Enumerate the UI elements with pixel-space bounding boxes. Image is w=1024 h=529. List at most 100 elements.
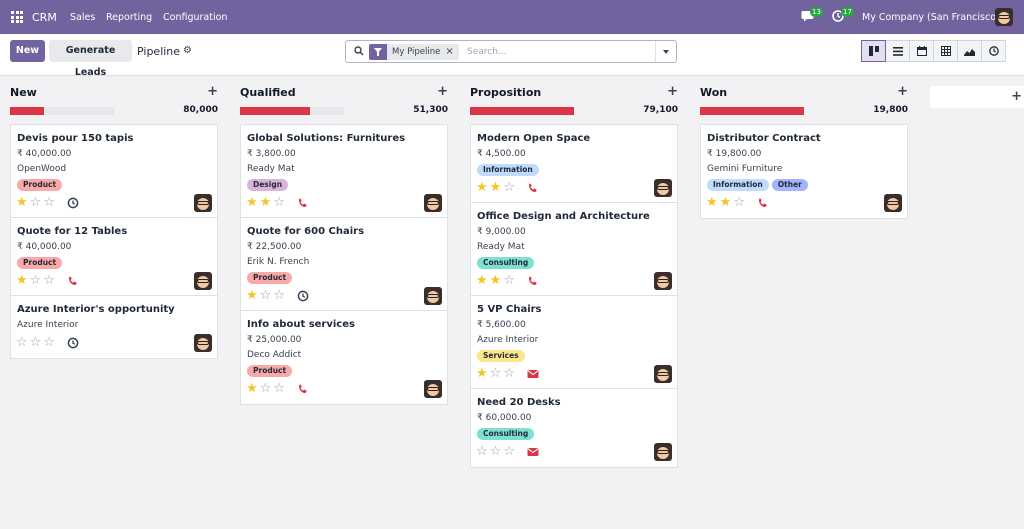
- activity-button[interactable]: [527, 182, 539, 194]
- opportunity-card[interactable]: Distributor Contract ₹ 19,800.00 Gemini Fu…: [701, 125, 907, 218]
- salesperson-avatar[interactable]: [424, 287, 442, 305]
- star-icon[interactable]: ★: [16, 195, 28, 210]
- new-button[interactable]: New: [10, 40, 45, 62]
- quick-create-icon[interactable]: +: [667, 84, 678, 99]
- star-icon[interactable]: ☆: [503, 273, 515, 288]
- opportunity-card[interactable]: Office Design and Architecture ₹ 9,000.00…: [471, 203, 677, 296]
- salesperson-avatar[interactable]: [884, 194, 902, 212]
- opportunity-card[interactable]: Need 20 Desks ₹ 60,000.00 Consulting ☆ ☆ ☆: [471, 389, 677, 467]
- company-switcher[interactable]: My Company (San Francisco): [862, 12, 1000, 23]
- column-progressbar[interactable]: [10, 107, 114, 115]
- opportunity-card[interactable]: Quote for 12 Tables ₹ 40,000.00 Product ★ ☆ ☆: [11, 218, 217, 296]
- menu-configuration[interactable]: Configuration: [163, 12, 228, 23]
- star-icon[interactable]: ★: [489, 180, 502, 195]
- calendar-view-button[interactable]: [909, 40, 934, 62]
- remove-facet-icon[interactable]: ×: [445, 46, 454, 57]
- star-icon[interactable]: ☆: [16, 335, 28, 350]
- opportunity-card[interactable]: 5 VP Chairs ₹ 5,600.00 Azure Interior Servi…: [471, 296, 677, 389]
- star-icon[interactable]: ☆: [503, 444, 515, 459]
- activity-button[interactable]: [527, 446, 539, 458]
- salesperson-avatar[interactable]: [194, 272, 212, 290]
- star-icon[interactable]: ☆: [273, 381, 285, 396]
- opportunity-card[interactable]: Modern Open Space ₹ 4,500.00 Information ★ ★…: [471, 125, 677, 203]
- apps-menu-icon[interactable]: [11, 11, 23, 23]
- gear-icon[interactable]: ⚙: [183, 45, 192, 56]
- star-icon[interactable]: ☆: [43, 335, 55, 350]
- user-avatar[interactable]: [995, 8, 1013, 26]
- salesperson-avatar[interactable]: [424, 380, 442, 398]
- search-input[interactable]: [467, 44, 647, 60]
- star-icon[interactable]: ★: [489, 273, 502, 288]
- column-title[interactable]: Proposition: [470, 86, 542, 99]
- star-icon[interactable]: ☆: [489, 366, 502, 381]
- column-progressbar[interactable]: [470, 107, 574, 115]
- star-icon[interactable]: ☆: [273, 195, 285, 210]
- opportunity-card[interactable]: Global Solutions: Furnitures ₹ 3,800.00 Re…: [241, 125, 447, 218]
- messages-button[interactable]: 13: [801, 7, 823, 25]
- star-icon[interactable]: ★: [246, 288, 258, 303]
- pivot-view-button[interactable]: [933, 40, 958, 62]
- star-icon[interactable]: ★: [719, 195, 732, 210]
- activity-button[interactable]: [527, 275, 539, 287]
- quick-create-icon[interactable]: +: [207, 84, 218, 99]
- star-icon[interactable]: ☆: [489, 444, 502, 459]
- add-column-area[interactable]: +: [930, 86, 1024, 108]
- activities-button[interactable]: 17: [832, 7, 854, 25]
- activity-button[interactable]: [67, 337, 79, 349]
- star-icon[interactable]: ★: [476, 180, 488, 195]
- kanban-view-button[interactable]: [861, 40, 886, 62]
- star-icon[interactable]: ☆: [29, 273, 42, 288]
- column-progressbar[interactable]: [700, 107, 804, 115]
- graph-view-button[interactable]: [957, 40, 982, 62]
- star-icon[interactable]: ★: [246, 381, 258, 396]
- star-icon[interactable]: ★: [476, 366, 488, 381]
- quick-create-icon[interactable]: +: [897, 84, 908, 99]
- quick-create-icon[interactable]: +: [437, 84, 448, 99]
- star-icon[interactable]: ★: [259, 195, 272, 210]
- star-icon[interactable]: ★: [706, 195, 718, 210]
- salesperson-avatar[interactable]: [194, 334, 212, 352]
- generate-leads-button[interactable]: Generate Leads: [49, 40, 132, 78]
- star-icon[interactable]: ☆: [503, 180, 515, 195]
- menu-sales[interactable]: Sales: [70, 12, 96, 23]
- salesperson-avatar[interactable]: [654, 272, 672, 290]
- star-icon[interactable]: ☆: [29, 195, 42, 210]
- activity-button[interactable]: [67, 275, 79, 287]
- salesperson-avatar[interactable]: [424, 194, 442, 212]
- search-options-toggle[interactable]: [655, 41, 676, 62]
- star-icon[interactable]: ☆: [476, 444, 488, 459]
- activity-button[interactable]: [297, 383, 309, 395]
- star-icon[interactable]: ☆: [29, 335, 42, 350]
- opportunity-card[interactable]: Devis pour 150 tapis ₹ 40,000.00 OpenWood P…: [11, 125, 217, 218]
- activity-button[interactable]: [297, 290, 309, 302]
- star-icon[interactable]: ★: [476, 273, 488, 288]
- column-title[interactable]: Qualified: [240, 86, 296, 99]
- opportunity-card[interactable]: Info about services ₹ 25,000.00 Deco Addic…: [241, 311, 447, 404]
- star-icon[interactable]: ☆: [273, 288, 285, 303]
- star-icon[interactable]: ☆: [733, 195, 745, 210]
- star-icon[interactable]: ☆: [503, 366, 515, 381]
- app-name[interactable]: CRM: [32, 11, 57, 24]
- star-icon[interactable]: ☆: [43, 195, 55, 210]
- activity-button[interactable]: [527, 368, 539, 380]
- star-icon[interactable]: ★: [16, 273, 28, 288]
- salesperson-avatar[interactable]: [654, 443, 672, 461]
- activity-button[interactable]: [297, 197, 309, 209]
- salesperson-avatar[interactable]: [654, 179, 672, 197]
- add-column-icon[interactable]: +: [1011, 89, 1022, 104]
- opportunity-card[interactable]: Azure Interior's opportunity Azure Interi…: [11, 296, 217, 358]
- star-icon[interactable]: ★: [246, 195, 258, 210]
- column-progressbar[interactable]: [240, 107, 344, 115]
- list-view-button[interactable]: [885, 40, 910, 62]
- activity-button[interactable]: [757, 197, 769, 209]
- column-title[interactable]: Won: [700, 86, 728, 99]
- star-icon[interactable]: ☆: [259, 381, 272, 396]
- opportunity-card[interactable]: Quote for 600 Chairs ₹ 22,500.00 Erik N. F…: [241, 218, 447, 311]
- salesperson-avatar[interactable]: [194, 194, 212, 212]
- star-icon[interactable]: ☆: [43, 273, 55, 288]
- menu-reporting[interactable]: Reporting: [106, 12, 153, 23]
- activity-view-button[interactable]: [981, 40, 1006, 62]
- salesperson-avatar[interactable]: [654, 365, 672, 383]
- column-title[interactable]: New: [10, 86, 37, 99]
- star-icon[interactable]: ☆: [259, 288, 272, 303]
